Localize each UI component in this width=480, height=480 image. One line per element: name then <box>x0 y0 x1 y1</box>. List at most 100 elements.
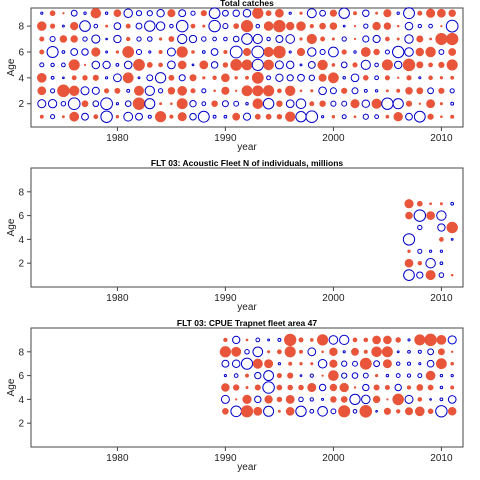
bubble-negative <box>169 23 174 29</box>
bubble-positive <box>450 361 454 366</box>
bubble-negative <box>404 34 414 44</box>
bubble-positive <box>416 87 424 95</box>
bubble-negative <box>100 110 113 123</box>
bubble-negative <box>341 100 348 107</box>
bubble-negative <box>362 383 370 392</box>
bubble-negative <box>353 50 357 54</box>
bubble-negative <box>223 114 228 119</box>
bubble-positive <box>190 23 196 29</box>
y-axis-label: Age <box>6 378 17 396</box>
bubble-positive <box>407 249 411 253</box>
bubble-negative <box>61 24 65 28</box>
bubble-negative <box>221 359 230 368</box>
bubble-positive <box>122 72 134 84</box>
bubble-negative <box>123 60 133 70</box>
bubble-negative <box>395 361 401 366</box>
bubble-negative <box>104 76 109 80</box>
bubble-positive <box>351 347 359 356</box>
bubble-negative <box>402 233 416 246</box>
bubble-positive <box>264 395 273 404</box>
bubble-positive <box>406 385 412 390</box>
bubble-positive <box>416 61 424 69</box>
bubble-negative <box>146 10 153 17</box>
bubble-positive <box>199 60 209 70</box>
bubble-negative <box>417 23 422 29</box>
bubble-negative <box>251 58 264 71</box>
bubble-positive <box>404 407 413 416</box>
bubble-positive <box>133 59 145 71</box>
bubble-negative <box>67 97 81 111</box>
bubble-positive <box>331 115 336 119</box>
bubble-positive <box>439 237 444 242</box>
bubble-positive <box>353 24 357 28</box>
bubble-negative <box>39 62 45 68</box>
bubble-positive <box>37 21 47 31</box>
bubble-positive <box>133 85 145 96</box>
bubble-negative <box>416 271 424 279</box>
bubble-negative <box>361 99 371 108</box>
bubble-negative <box>137 76 141 80</box>
bubble-positive <box>450 350 454 354</box>
bubble-positive <box>213 89 216 93</box>
bubble-positive <box>169 114 174 119</box>
bubble-negative <box>403 269 415 281</box>
bubble-negative <box>307 60 316 69</box>
bubble-positive <box>299 349 303 354</box>
bubble-positive <box>242 394 252 405</box>
bubble-negative <box>242 112 252 121</box>
bubble-positive <box>245 373 249 378</box>
bubble-positive <box>39 114 44 119</box>
bubble-positive <box>222 407 229 415</box>
bubble-positive <box>428 75 433 81</box>
bubble-positive <box>262 85 275 97</box>
bubble-negative <box>321 397 325 401</box>
bubble-negative <box>82 36 88 42</box>
panel-cpue-trapnet: FLT 03: CPUE Trapnet fleet area 47 1980 19… <box>6 318 464 473</box>
bubble-negative <box>396 11 400 15</box>
bubble-negative <box>295 98 307 109</box>
bubble-negative <box>146 74 154 82</box>
bubble-positive <box>200 10 207 17</box>
bubble-positive <box>90 7 102 19</box>
bubble-negative <box>223 36 228 42</box>
bubble-negative <box>210 48 219 56</box>
bubble-negative <box>91 34 101 44</box>
bubble-positive <box>439 202 443 206</box>
bubble-negative <box>232 35 240 43</box>
bubble-negative <box>166 47 176 57</box>
bubble-negative <box>319 48 326 56</box>
bubble-negative <box>274 60 284 70</box>
bubble-negative <box>305 110 319 123</box>
bubble-positive <box>396 88 401 93</box>
bubble-negative <box>178 74 186 82</box>
bubble-negative <box>439 397 444 402</box>
panel-title: FLT 03: Acoustic Fleet N of individuals,… <box>151 158 343 168</box>
bubble-positive <box>287 372 294 379</box>
x-tick-label: 1980 <box>106 453 129 464</box>
bubble-negative <box>450 201 455 206</box>
x-tick-label: 1980 <box>106 293 129 304</box>
bubble-positive <box>235 398 238 401</box>
bubble-positive <box>363 337 369 343</box>
bubble-negative <box>426 359 435 368</box>
bubble-negative <box>306 8 317 19</box>
bubble-positive <box>438 61 445 69</box>
bubble-negative <box>363 23 369 29</box>
bubble-positive <box>329 383 338 392</box>
bubble-negative <box>148 50 152 54</box>
y-tick-label: 2 <box>18 419 24 430</box>
bubble-negative <box>319 9 326 17</box>
bubble-positive <box>331 37 335 41</box>
bubble-positive <box>309 101 315 107</box>
bubble-positive <box>426 8 436 18</box>
bubble-negative <box>175 19 189 33</box>
bubble-positive <box>427 113 434 120</box>
bubble-negative <box>277 337 282 342</box>
bubble-positive <box>190 88 196 94</box>
bubble-positive <box>404 199 414 209</box>
bubble-negative <box>329 87 337 95</box>
bubble-positive <box>396 24 400 28</box>
bubble-negative <box>445 19 459 33</box>
bubble-negative <box>352 408 358 414</box>
